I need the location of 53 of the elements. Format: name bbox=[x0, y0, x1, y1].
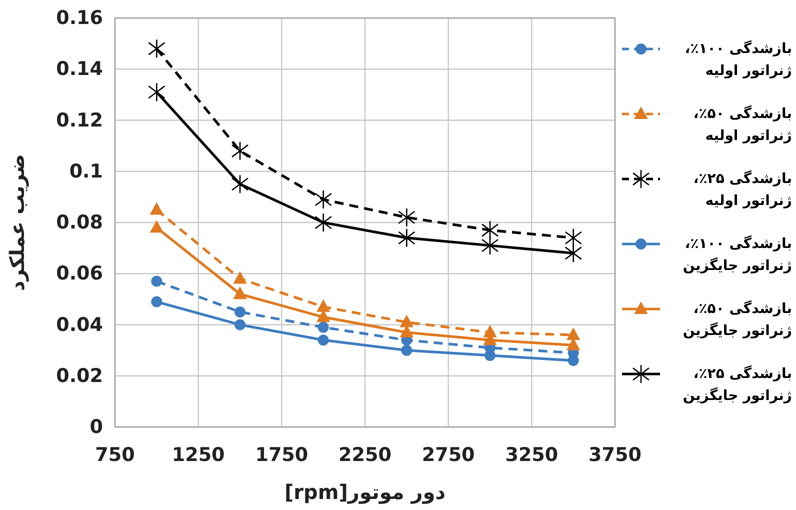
point bbox=[400, 325, 414, 338]
legend-label: بازشدگی ۵۰٪، ژنراتور جایگزین bbox=[682, 299, 792, 341]
point bbox=[148, 39, 166, 58]
x-tick-label: 1250 bbox=[172, 444, 225, 466]
x-tick-label: 3750 bbox=[588, 444, 642, 466]
legend-label: بازشدگی ۲۵٪، ژنراتور جایگزین bbox=[682, 364, 792, 406]
point bbox=[481, 236, 499, 256]
point bbox=[314, 212, 332, 232]
point bbox=[398, 228, 416, 248]
point bbox=[566, 338, 580, 350]
point bbox=[151, 296, 162, 308]
point bbox=[231, 174, 249, 194]
point bbox=[318, 322, 329, 333]
point bbox=[564, 244, 582, 263]
point bbox=[316, 300, 330, 312]
legend-label: بازشدگی ۵۰٪، ژنراتور اولیه bbox=[692, 104, 792, 146]
point bbox=[234, 287, 246, 300]
y-tick-label: 0.14 bbox=[56, 58, 103, 80]
point bbox=[150, 220, 164, 233]
y-tick-label: 0.04 bbox=[56, 314, 103, 336]
point bbox=[234, 272, 246, 284]
point bbox=[150, 202, 164, 215]
point bbox=[400, 315, 414, 328]
legend-label: بازشدگی ۱۰۰٪، ژنراتور جایگزین bbox=[682, 234, 792, 276]
y-tick-label: 0.06 bbox=[56, 262, 103, 285]
point bbox=[314, 190, 332, 210]
point bbox=[568, 355, 579, 366]
y-axis-title: ضریب عملکرد bbox=[5, 154, 29, 291]
point bbox=[148, 82, 166, 102]
x-tick-label: 2250 bbox=[338, 444, 392, 466]
point bbox=[398, 208, 416, 228]
x-tick-label: 3250 bbox=[505, 444, 558, 466]
x-axis-title: دور موتور[rpm] bbox=[284, 480, 446, 504]
y-tick-label: 0.02 bbox=[56, 364, 103, 387]
point bbox=[151, 276, 162, 287]
point bbox=[318, 334, 329, 346]
y-tick-label: 0 bbox=[90, 416, 103, 438]
x-tick-label: 1750 bbox=[255, 444, 308, 466]
y-tick-label: 0.08 bbox=[56, 212, 103, 234]
point bbox=[231, 141, 249, 161]
point bbox=[566, 328, 580, 340]
y-tick-label: 0.1 bbox=[69, 160, 103, 182]
y-tick-label: 0.12 bbox=[56, 109, 103, 132]
legend-label: بازشدگی ۱۰۰٪، ژنراتور اولیه bbox=[684, 39, 792, 81]
x-tick-label: 2750 bbox=[422, 444, 475, 466]
point bbox=[234, 319, 246, 330]
point bbox=[401, 344, 412, 356]
legend-label: بازشدگی ۲۵٪، ژنراتور اولیه bbox=[692, 169, 792, 211]
x-tick-label: 750 bbox=[95, 444, 135, 466]
y-tick-label: 0.16 bbox=[56, 7, 103, 29]
point bbox=[564, 228, 582, 248]
point bbox=[234, 306, 246, 318]
point bbox=[316, 310, 330, 322]
